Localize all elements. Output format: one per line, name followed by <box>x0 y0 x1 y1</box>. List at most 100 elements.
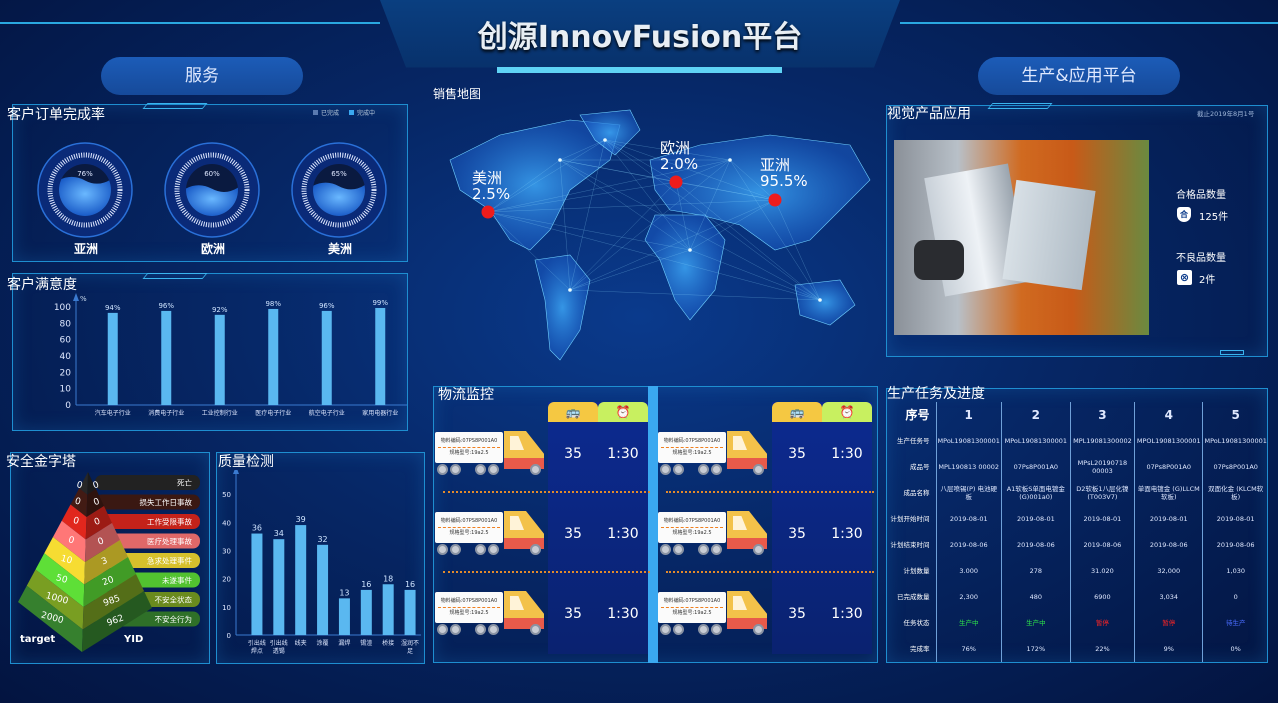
pyramid-target-value: 0 <box>74 496 82 507</box>
y-tick-label: 10 <box>60 385 72 395</box>
production-title: 生产任务及进度 <box>887 386 985 402</box>
table-cell: 暂停 <box>1070 610 1136 636</box>
nav-production-platform-button[interactable]: 生产&应用平台 <box>978 57 1180 95</box>
vehicle-count: 35 <box>788 606 806 622</box>
route-line <box>559 139 606 161</box>
map-label-asia: 亚洲 95.5% <box>760 157 808 189</box>
table-row: 成品名称 八层喷锡(P) 电池硬板 A1软板S单面电镀金 (G)001a0) D2软板… <box>886 480 1268 506</box>
material-spec: 规格型号:19a2.5 <box>672 610 712 616</box>
x-tick-label: 引出线 <box>270 639 288 647</box>
row-label: 生产任务号 <box>886 428 937 454</box>
table-cell: 2019-08-06 <box>1001 532 1071 558</box>
route-line <box>675 181 776 201</box>
x-tick-label: 汽车电子行业 <box>95 409 131 417</box>
route-line <box>689 249 821 301</box>
data-label: 36 <box>252 524 262 533</box>
pyramid-target-value: 0 <box>75 480 83 491</box>
route-line <box>729 159 821 301</box>
table-cell: 2,300 <box>936 584 1002 610</box>
truck-cab <box>504 431 544 469</box>
gauge-label-america: 美洲 <box>327 242 352 256</box>
material-code: 物料编码:07PS8P001A0 <box>440 598 498 604</box>
gauge-label-europe: 欧洲 <box>200 242 225 256</box>
table-cell: 480 <box>1001 584 1071 610</box>
hub-point <box>688 248 692 252</box>
data-label: 18 <box>383 574 393 583</box>
pyramid-yid-label: YID <box>123 634 143 645</box>
alarm-clock-icon: ⏰ <box>822 402 872 422</box>
y-tick-label: 40 <box>222 519 231 527</box>
material-code: 物料编码:07PS8P001A0 <box>663 518 721 524</box>
truck-cargo-box[interactable]: 物料编码:07PS8P001A0 规格型号:19a2.5 <box>435 432 503 463</box>
pyramid-target-value: 0 <box>67 535 75 546</box>
pyramid-level-label: 死亡 <box>177 478 192 488</box>
truck-wheel <box>673 624 684 635</box>
gauge-liquid <box>313 182 365 216</box>
row-label: 计划数量 <box>886 558 937 584</box>
material-spec: 规格型号:19a2.5 <box>449 530 489 536</box>
data-label: 98% <box>265 300 281 308</box>
truck-wheel <box>488 544 499 555</box>
pyramid-banner <box>95 514 200 529</box>
truck-wheel <box>753 624 764 635</box>
truck-window <box>510 516 524 530</box>
y-tick-label: 80 <box>60 319 72 329</box>
header-line-left <box>0 22 380 24</box>
truck-wheel <box>711 624 722 635</box>
truck-cargo-box[interactable]: 物料编码:07PS8P001A0 规格型号:19a2.5 <box>658 512 726 543</box>
corner-decoration <box>1220 350 1244 355</box>
legend-swatch <box>313 110 318 115</box>
divider <box>438 607 500 608</box>
pyramid-level-label: 不安全状态 <box>155 595 193 605</box>
bar <box>268 308 279 405</box>
satisfaction-chart: % 0 10 20 40 60 80 100 94% 汽车电子行业 96% 消费电子行业 92% 工业控制… <box>54 293 407 417</box>
truck-cargo-box[interactable]: 物料编码:07PS8P001A0 规格型号:19a2.5 <box>435 592 503 623</box>
truck-cargo-box[interactable]: 物料编码:07PS8P001A0 规格型号:19a2.5 <box>658 592 726 623</box>
data-label: 96% <box>319 302 335 310</box>
vision-panel <box>886 105 1268 357</box>
gauge-liquid <box>59 176 111 216</box>
truck-wheel <box>475 464 486 475</box>
table-cell: 1,030 <box>1226 567 1245 575</box>
bus-icon: 🚌 <box>548 402 598 422</box>
logistics-title: 物流监控 <box>438 387 494 403</box>
row-label: 成品名称 <box>886 480 937 506</box>
world-map[interactable] <box>430 100 882 370</box>
truck-wheel <box>475 544 486 555</box>
pyramid-left-face <box>53 520 86 562</box>
pyramid-level-label: 医疗处理事故 <box>147 536 192 546</box>
truck-wheel <box>488 624 499 635</box>
delivery-time: 1:30 <box>831 526 863 542</box>
gauge-percent: 76% <box>77 170 93 178</box>
route-line <box>689 159 731 251</box>
delivery-time: 1:30 <box>607 526 639 542</box>
table-cell: 2019-08-01 <box>1216 515 1255 523</box>
data-label: 13 <box>339 588 349 597</box>
pyramid-right-face <box>83 557 136 607</box>
truck-cargo-box[interactable]: 物料编码:07PS8P001A0 规格型号:19a2.5 <box>435 512 503 543</box>
header-banner <box>380 0 900 68</box>
sales-marker <box>669 175 683 189</box>
vision-title: 视觉产品应用 <box>887 106 971 122</box>
table-cell: MPsL20190718 00003 <box>1070 454 1136 480</box>
order-legend: 已完成 完成中 <box>305 108 375 117</box>
pyramid-left-face <box>35 553 85 607</box>
nav-service-button[interactable]: 服务 <box>101 57 303 95</box>
region-percent: 2.5% <box>472 185 511 203</box>
truck-cargo-box[interactable]: 物料编码:07PS8P001A0 规格型号:19a2.5 <box>658 432 726 463</box>
bar <box>382 584 394 635</box>
route-line <box>604 139 731 161</box>
route-line <box>569 249 691 291</box>
qualified-value: 125件 <box>1199 212 1229 223</box>
truck-wheel <box>437 464 448 475</box>
table-row: 计划数量 3.000 278 31.020 32,000 1,030 <box>886 558 1268 584</box>
gauge-tick-ring <box>301 152 377 228</box>
table-cell: 9% <box>1134 636 1204 662</box>
quality-title: 质量检测 <box>218 454 274 470</box>
table-cell: 278 <box>1001 558 1071 584</box>
truck-bumper <box>504 618 544 629</box>
material-code: 物料编码:07PS8P001A0 <box>440 518 498 524</box>
data-label: 34 <box>274 529 284 538</box>
vision-date: 截止2019年8月1号 <box>1197 110 1255 118</box>
pyramid-left-face <box>70 488 88 517</box>
